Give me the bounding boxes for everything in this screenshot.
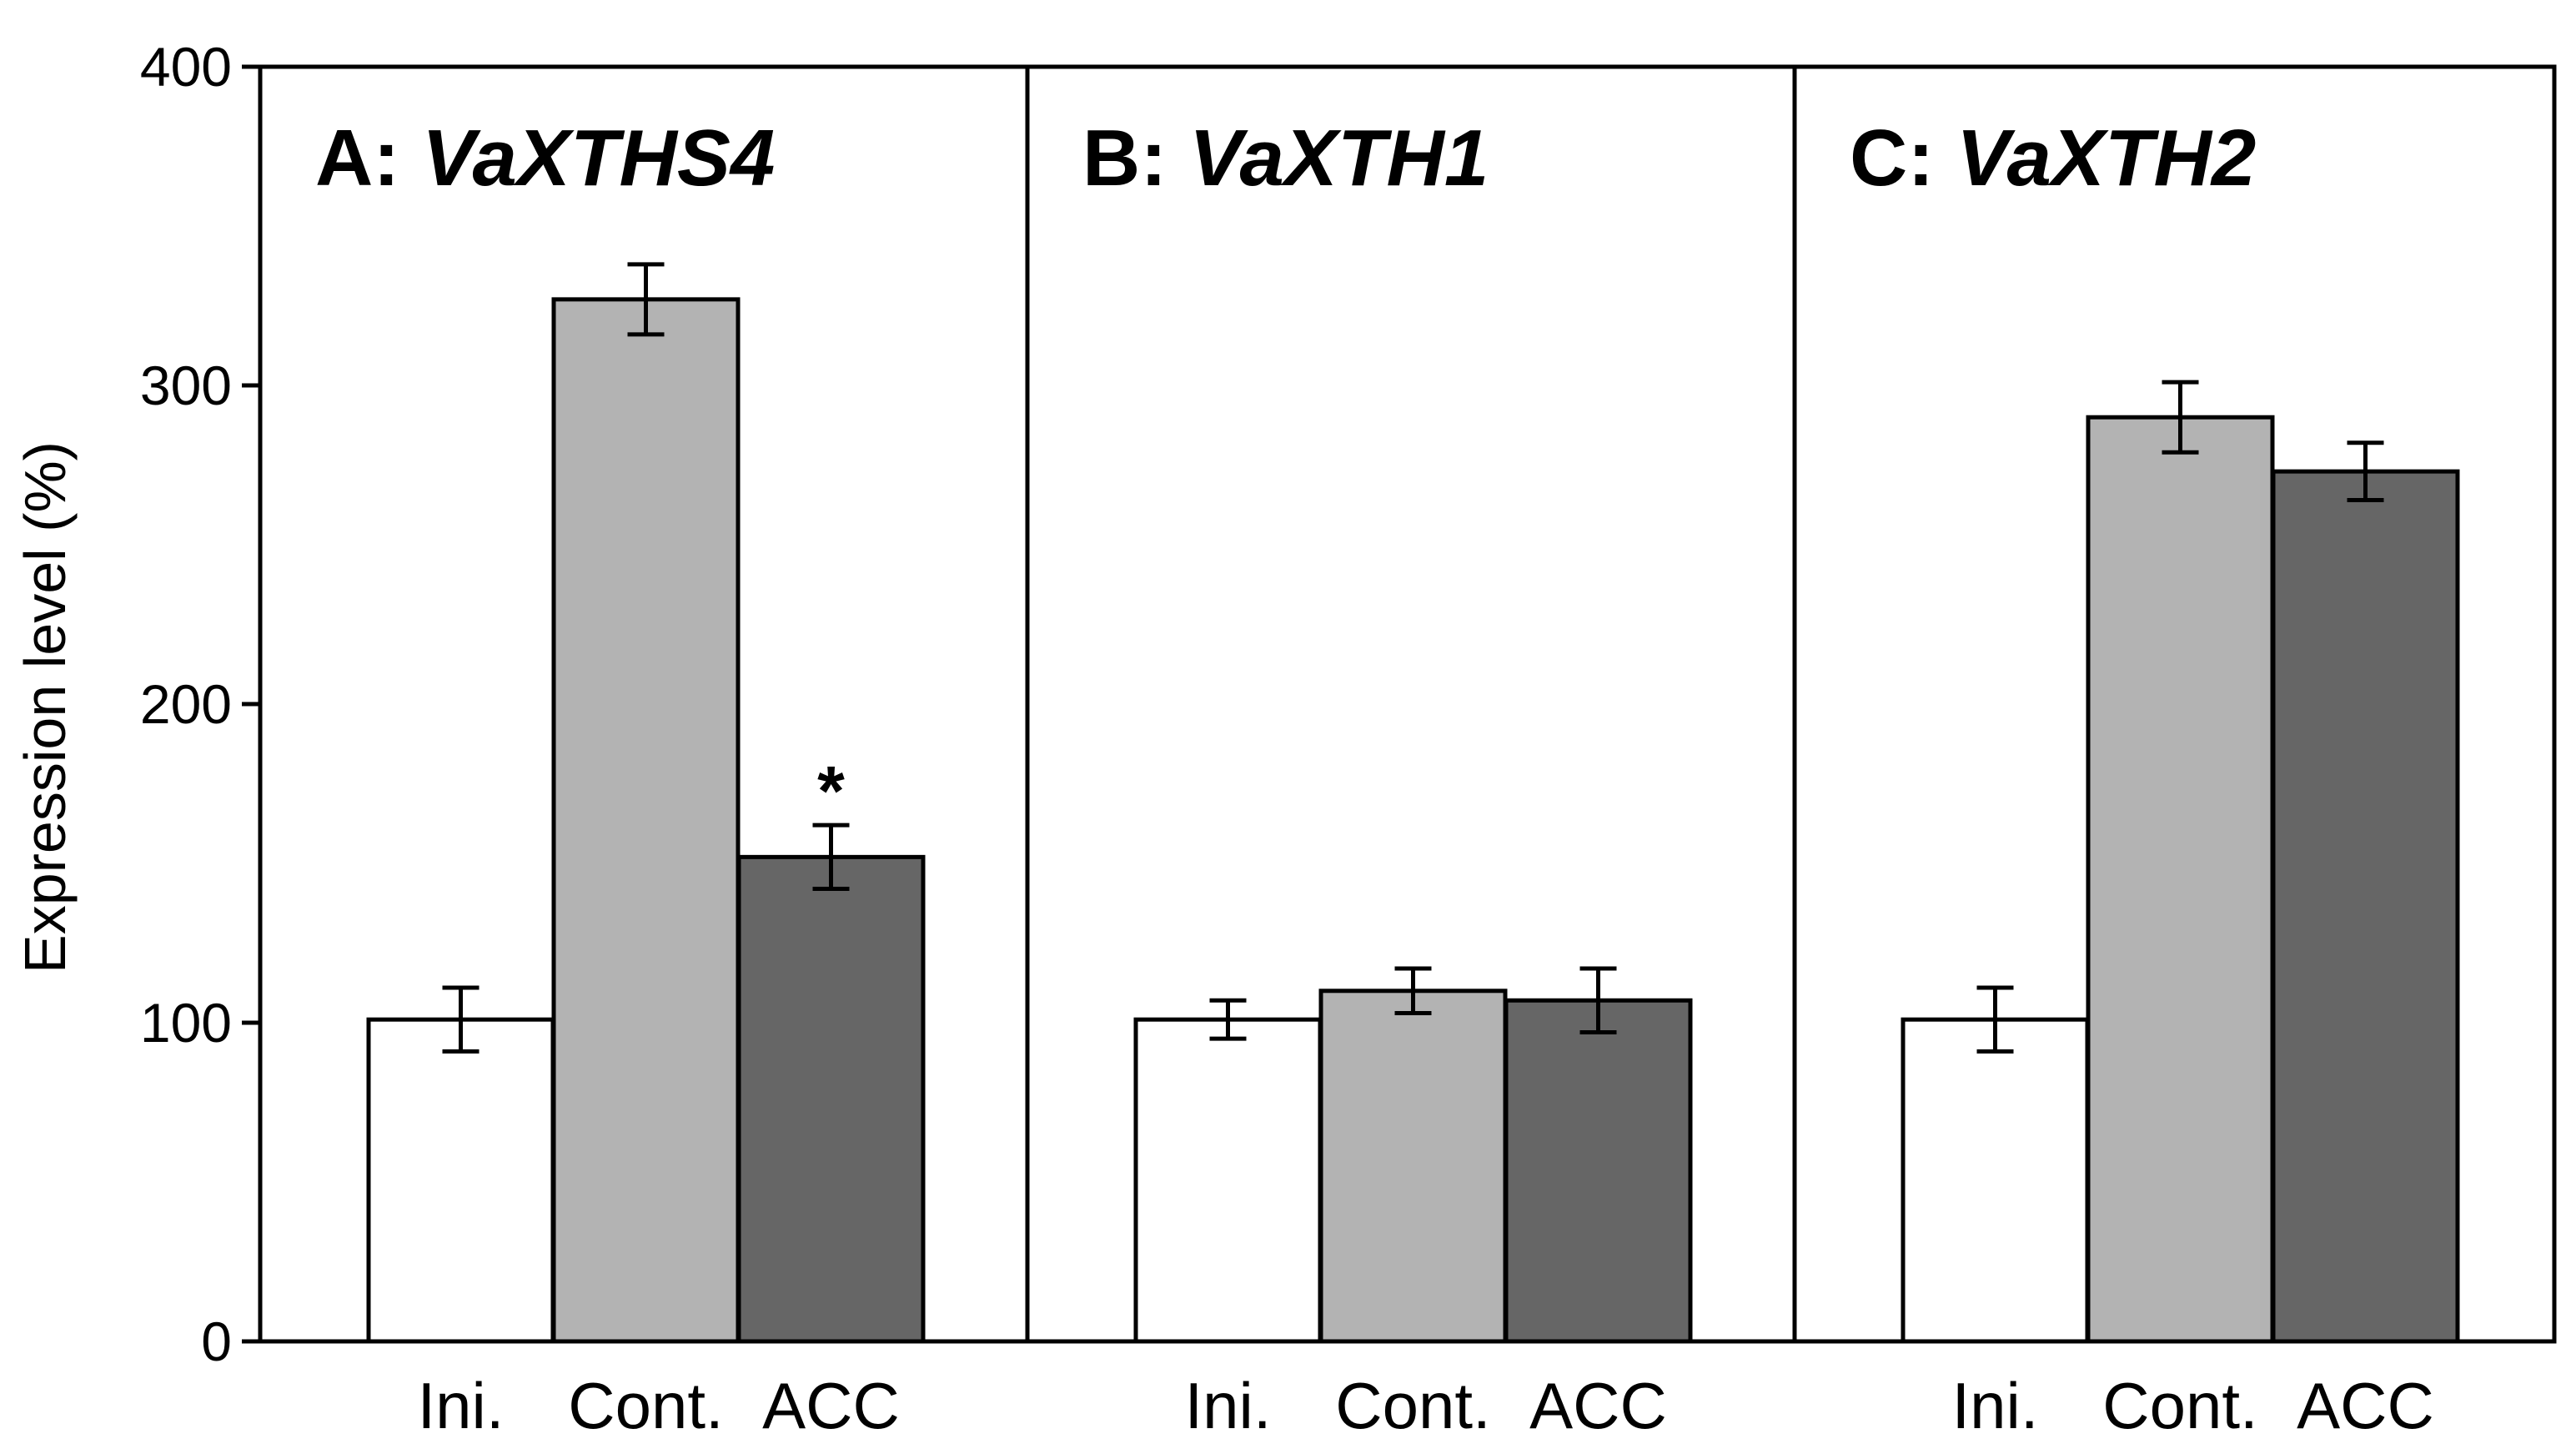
panel-b-bar-acc	[1504, 998, 1693, 1344]
panel-c-bar-cont	[2086, 415, 2275, 1344]
panel-a-category-label: Cont.	[568, 1369, 723, 1442]
panel-a-error-bar-acc	[812, 823, 850, 892]
panel-a-bar-acc	[736, 854, 926, 1344]
panel-c-bar-ini	[1901, 1017, 2090, 1344]
panel-c-category-label: Ini.	[1951, 1369, 2038, 1442]
panel-b-bar-cont	[1318, 989, 1508, 1344]
panel-a-error-bar-ini	[442, 985, 480, 1054]
panel-c-title-gene: VaXTH2	[1956, 113, 2256, 203]
panel-b-category-label: ACC	[1529, 1369, 1667, 1442]
panel-a-category-label: ACC	[762, 1369, 900, 1442]
y-tick-label-0: 0	[201, 1311, 232, 1372]
panel-c-error-bar-ini	[1976, 985, 2014, 1054]
panel-a-error-bar-cont	[627, 262, 665, 337]
panel-c-title-letter: C:	[1850, 113, 1956, 203]
panel-b-title: B: VaXTH1	[1082, 113, 1489, 203]
panel-b-category-label: Ini.	[1184, 1369, 1271, 1442]
y-axis-label: Expression level (%)	[13, 441, 78, 974]
panel-b-bar-ini	[1133, 1017, 1323, 1344]
panel-b-error-bar-acc	[1579, 966, 1617, 1034]
panel-a-significance-marker: *	[817, 752, 845, 830]
panel-b-title-gene: VaXTH1	[1189, 113, 1489, 203]
panel-c-category-label: Cont.	[2102, 1369, 2257, 1442]
panel-b-error-bar-cont	[1394, 966, 1432, 1016]
panel-b-error-bar-ini	[1209, 998, 1247, 1041]
y-tick-label-100: 100	[140, 992, 232, 1054]
y-tick-label-300: 300	[140, 355, 232, 416]
y-tick-label-400: 400	[140, 36, 232, 98]
panel-a-category-label: Ini.	[417, 1369, 504, 1442]
panel-b-category-label: Cont.	[1335, 1369, 1490, 1442]
panel-c-error-bar-cont	[2162, 380, 2199, 455]
panel-a-bar-cont	[551, 297, 741, 1344]
panel-c-error-bar-acc	[2347, 440, 2384, 503]
panel-a-title: A: VaXTHS4	[315, 113, 775, 203]
panel-b-title-letter: B:	[1082, 113, 1189, 203]
panel-a-title-letter: A:	[315, 113, 422, 203]
y-tick-label-200: 200	[140, 673, 232, 735]
panel-a-title-gene: VaXTHS4	[422, 113, 775, 203]
panel-c-title: C: VaXTH2	[1850, 113, 2256, 203]
panel-a-bar-ini	[366, 1017, 555, 1344]
panel-c-bar-acc	[2271, 469, 2460, 1344]
panel-c-category-label: ACC	[2297, 1369, 2434, 1442]
